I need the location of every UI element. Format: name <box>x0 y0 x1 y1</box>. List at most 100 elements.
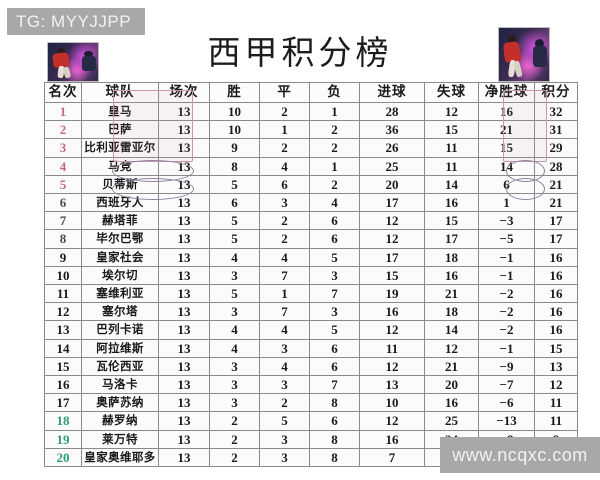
football-player-photo-left <box>47 42 99 82</box>
table-row: 5 贝蒂斯 13 5 6 2 20 14 6 21 <box>44 174 578 195</box>
cell-goal-diff: −7 <box>478 375 535 395</box>
cell-rank: 7 <box>44 211 82 231</box>
cell-rank: 14 <box>44 338 82 358</box>
cell-played: 13 <box>158 174 210 195</box>
cell-goals-against: 12 <box>424 101 479 122</box>
cell-goals-against: 18 <box>424 247 479 267</box>
cell-goals-for: 36 <box>359 120 425 140</box>
table-row: 12 塞尔塔 13 3 7 3 16 18 −2 16 <box>44 302 578 322</box>
table-row: 17 奥萨苏纳 13 3 2 8 10 16 −6 11 <box>44 393 578 413</box>
cell-win: 10 <box>209 101 260 122</box>
cell-goals-for: 12 <box>359 411 425 431</box>
cell-team-name: 塞尔塔 <box>81 302 159 322</box>
cell-rank: 2 <box>44 120 82 140</box>
table-row: 18 赫罗纳 13 2 5 6 12 25 −13 11 <box>44 411 578 431</box>
cell-loss: 1 <box>309 156 360 176</box>
cell-draw: 3 <box>259 193 310 213</box>
cell-goals-against: 11 <box>424 156 479 176</box>
cell-win: 5 <box>209 284 260 304</box>
table-row: 11 塞维利亚 13 5 1 7 19 21 −2 16 <box>44 284 578 304</box>
cell-goals-against: 11 <box>424 138 479 158</box>
cell-loss: 2 <box>309 120 360 140</box>
cell-rank: 6 <box>44 193 82 213</box>
cell-loss: 8 <box>309 447 360 468</box>
cell-team-name: 西班牙人 <box>81 193 159 213</box>
cell-loss: 7 <box>309 284 360 304</box>
cell-goals-against: 16 <box>424 393 479 413</box>
cell-rank: 11 <box>44 284 82 304</box>
cell-goals-against: 20 <box>424 375 479 395</box>
cell-goals-against: 14 <box>424 174 479 195</box>
cell-played: 13 <box>158 193 210 213</box>
cell-points: 29 <box>534 138 578 158</box>
cell-team-name: 皇家社会 <box>81 247 159 267</box>
cell-draw: 1 <box>259 120 310 140</box>
standings-table-wrapper: 名次 球队 场次 胜 平 负 进球 失球 净胜球 积分 1 皇马 13 10 2 1 28 1… <box>44 82 578 468</box>
cell-points: 16 <box>534 247 578 267</box>
cell-goals-against: 21 <box>424 356 479 377</box>
cell-win: 3 <box>209 356 260 377</box>
cell-win: 9 <box>209 138 260 158</box>
column-header-win: 胜 <box>209 82 260 103</box>
cell-goals-for: 15 <box>359 265 425 286</box>
column-header-played: 场次 <box>158 82 210 103</box>
cell-win: 4 <box>209 338 260 358</box>
cell-played: 13 <box>158 447 210 468</box>
cell-points: 17 <box>534 211 578 231</box>
cell-draw: 3 <box>259 338 310 358</box>
cell-played: 13 <box>158 320 210 340</box>
cell-win: 6 <box>209 193 260 213</box>
cell-loss: 8 <box>309 393 360 413</box>
cell-points: 11 <box>534 411 578 431</box>
cell-points: 16 <box>534 320 578 340</box>
cell-played: 13 <box>158 411 210 431</box>
cell-goals-against: 18 <box>424 302 479 322</box>
cell-goal-diff: 6 <box>478 174 535 195</box>
cell-rank: 1 <box>44 101 82 122</box>
cell-loss: 8 <box>309 429 360 449</box>
cell-draw: 4 <box>259 320 310 340</box>
cell-win: 3 <box>209 375 260 395</box>
table-row: 6 西班牙人 13 6 3 4 17 16 1 21 <box>44 193 578 213</box>
cell-rank: 3 <box>44 138 82 158</box>
cell-draw: 2 <box>259 229 310 249</box>
column-header-loss: 负 <box>309 82 360 103</box>
cell-points: 31 <box>534 120 578 140</box>
page-title: 西甲积分榜 <box>207 33 393 72</box>
cell-loss: 5 <box>309 320 360 340</box>
cell-loss: 3 <box>309 302 360 322</box>
cell-draw: 3 <box>259 429 310 449</box>
cell-points: 12 <box>534 375 578 395</box>
cell-loss: 3 <box>309 265 360 286</box>
cell-win: 3 <box>209 302 260 322</box>
cell-draw: 4 <box>259 247 310 267</box>
cell-loss: 2 <box>309 174 360 195</box>
column-header-draw: 平 <box>259 82 310 103</box>
cell-goal-diff: −5 <box>478 229 535 249</box>
cell-loss: 1 <box>309 101 360 122</box>
standings-table-body: 1 皇马 13 10 2 1 28 12 16 32 2 巴萨 13 10 1 2 36 15 21 31 3 比利亚雷亚… <box>44 101 578 468</box>
cell-played: 13 <box>158 211 210 231</box>
cell-goals-for: 13 <box>359 375 425 395</box>
cell-rank: 20 <box>44 447 82 468</box>
cell-goals-for: 12 <box>359 356 425 377</box>
cell-rank: 12 <box>44 302 82 322</box>
table-row: 13 巴列卡诺 13 4 4 5 12 14 −2 16 <box>44 320 578 340</box>
cell-played: 13 <box>158 375 210 395</box>
table-row: 7 赫塔菲 13 5 2 6 12 15 −3 17 <box>44 211 578 231</box>
cell-goals-against: 17 <box>424 229 479 249</box>
cell-loss: 2 <box>309 138 360 158</box>
cell-draw: 7 <box>259 302 310 322</box>
cell-goals-for: 16 <box>359 429 425 449</box>
cell-points: 16 <box>534 284 578 304</box>
cell-points: 17 <box>534 229 578 249</box>
cell-goals-for: 12 <box>359 211 425 231</box>
cell-played: 13 <box>158 284 210 304</box>
cell-loss: 6 <box>309 356 360 377</box>
table-row: 8 毕尔巴鄂 13 5 2 6 12 17 −5 17 <box>44 229 578 249</box>
cell-goals-against: 12 <box>424 338 479 358</box>
cell-points: 15 <box>534 338 578 358</box>
cell-team-name: 马洛卡 <box>81 375 159 395</box>
cell-goals-against: 14 <box>424 320 479 340</box>
table-row: 9 皇家社会 13 4 4 5 17 18 −1 16 <box>44 247 578 267</box>
